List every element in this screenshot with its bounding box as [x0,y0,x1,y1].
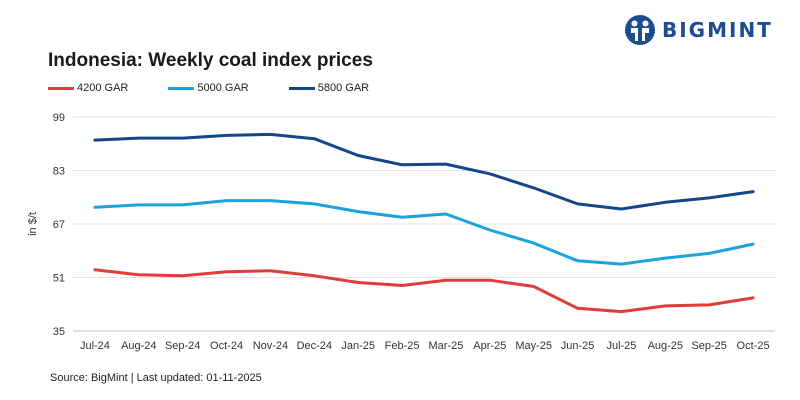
x-tick-label: Nov-24 [253,340,288,352]
x-tick-label: Apr-25 [473,340,506,352]
x-tick-label: Jul-25 [606,340,636,352]
legend-swatch [168,86,195,90]
series-line-5000-gar [93,199,755,266]
y-tick-label: 99 [53,112,65,124]
x-tick-label: Aug-25 [648,340,683,352]
legend-swatch [288,86,315,90]
x-tick-label: Sep-25 [691,340,726,352]
source-note: Source: BigMint | Last updated: 01-11-20… [50,372,262,384]
legend-item: 5000 GAR [168,82,249,94]
bigmint-logo-icon [625,15,655,45]
legend-label: 5000 GAR [197,82,249,94]
legend-label: 4200 GAR [77,82,129,94]
chart-legend: 4200 GAR 5000 GAR 5800 GAR [48,82,409,94]
bigmint-logo: BIGMINT [624,14,773,46]
x-tick-label: Jul-24 [80,340,110,352]
series-line-4200-gar [93,268,755,314]
bigmint-logo-text: BIGMINT [662,18,773,42]
x-tick-label: Oct-25 [737,340,770,352]
y-tick-label: 51 [53,273,65,285]
legend-swatch [48,86,74,90]
x-tick-label: Jan-25 [341,340,375,352]
x-tick-label: Sep-24 [165,340,200,352]
x-tick-label: May-25 [515,340,552,352]
y-tick-label: 67 [53,219,65,231]
x-tick-label: Jun-25 [561,340,595,352]
x-tick-label: Aug-24 [121,340,156,352]
y-tick-label: 83 [53,166,65,178]
y-axis-label: in $/t [27,212,39,236]
x-tick-label: Mar-25 [429,340,464,352]
y-tick-label: 35 [53,326,65,338]
x-tick-label: Oct-24 [210,340,243,352]
series-line-5800-gar [93,132,755,211]
legend-item: 5800 GAR [288,82,370,94]
x-tick-label: Dec-24 [297,340,332,352]
legend-label: 5800 GAR [317,82,370,94]
chart-title: Indonesia: Weekly coal index prices [48,50,373,71]
legend-item: 4200 GAR [48,82,128,94]
x-tick-label: Feb-25 [385,340,420,352]
